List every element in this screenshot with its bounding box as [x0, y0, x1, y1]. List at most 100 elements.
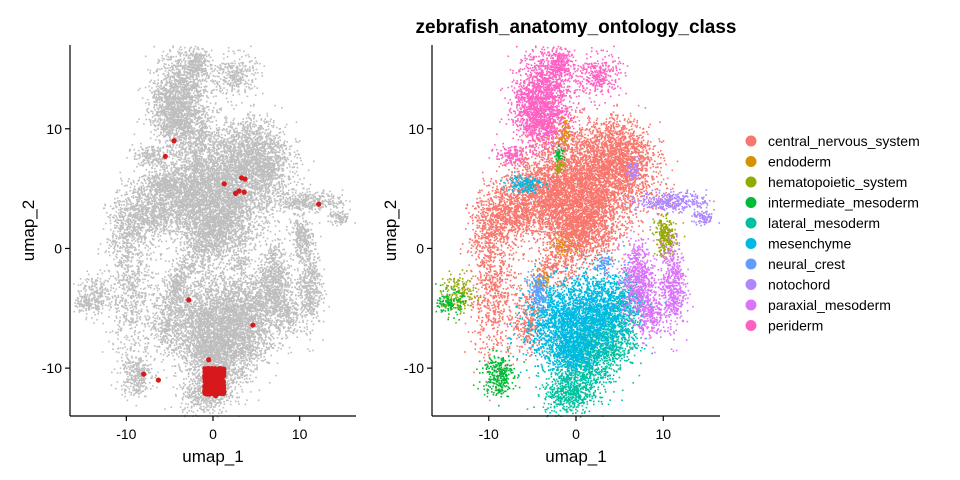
data-point	[150, 158, 152, 160]
data-point	[264, 122, 266, 124]
data-point	[201, 196, 203, 198]
data-point	[212, 79, 214, 81]
data-point	[237, 50, 239, 52]
data-point	[254, 114, 256, 116]
data-point	[168, 70, 170, 72]
data-point	[286, 197, 288, 199]
data-point	[193, 135, 195, 137]
data-point	[199, 107, 201, 109]
data-point	[252, 115, 254, 117]
data-point	[175, 118, 177, 120]
data-point	[201, 134, 203, 136]
data-point	[199, 254, 201, 256]
data-point	[261, 209, 263, 211]
data-point	[159, 102, 161, 104]
data-point	[163, 79, 165, 81]
data-point	[254, 126, 256, 128]
data-point	[152, 161, 154, 163]
data-point	[247, 206, 249, 208]
data-point	[193, 107, 195, 109]
data-point	[219, 73, 221, 75]
data-point	[242, 121, 244, 123]
data-point	[161, 129, 163, 131]
data-point	[160, 106, 162, 108]
data-point	[175, 112, 177, 114]
data-point	[201, 61, 203, 63]
data-point	[252, 221, 254, 223]
data-point	[148, 157, 150, 159]
data-point	[257, 72, 259, 74]
data-point	[149, 146, 151, 148]
data-point	[162, 60, 164, 62]
data-point	[169, 49, 171, 51]
data-point	[176, 131, 178, 133]
data-point	[163, 101, 165, 103]
data-point	[189, 98, 191, 100]
data-point	[191, 67, 193, 69]
data-point	[200, 87, 202, 89]
data-point	[154, 152, 156, 154]
data-point	[145, 162, 147, 164]
data-point	[182, 68, 184, 70]
data-point	[251, 80, 253, 82]
data-point	[267, 125, 269, 127]
data-point	[279, 210, 281, 212]
data-point	[175, 60, 177, 62]
data-point	[178, 157, 180, 159]
data-point	[165, 128, 167, 130]
data-point	[181, 161, 183, 163]
data-point	[169, 79, 171, 81]
data-point	[185, 128, 187, 130]
data-point	[292, 171, 294, 173]
data-point	[255, 72, 257, 74]
data-point	[186, 68, 188, 70]
data-point	[166, 111, 168, 113]
data-point	[249, 62, 251, 64]
data-point	[163, 87, 165, 89]
data-point	[242, 63, 244, 65]
data-point	[171, 93, 173, 95]
data-point	[198, 61, 200, 63]
data-point	[207, 65, 209, 67]
data-point	[195, 95, 197, 97]
data-point	[158, 91, 160, 93]
data-point	[250, 46, 252, 48]
data-point	[178, 70, 180, 72]
data-point	[175, 87, 177, 89]
data-point	[171, 72, 173, 74]
data-point	[192, 54, 194, 56]
data-point	[148, 86, 150, 88]
data-point	[227, 68, 229, 70]
data-point	[158, 150, 160, 152]
data-point	[180, 150, 182, 152]
data-point	[219, 90, 221, 92]
data-point	[234, 81, 236, 83]
data-point	[190, 60, 192, 62]
data-point	[167, 89, 169, 91]
data-point	[195, 113, 197, 115]
data-point	[197, 71, 199, 73]
data-point	[184, 86, 186, 88]
data-point	[223, 87, 225, 89]
data-point	[232, 77, 234, 79]
data-point	[198, 140, 200, 142]
data-point	[167, 151, 169, 153]
data-point	[255, 57, 257, 59]
data-point	[212, 121, 214, 123]
data-point	[193, 74, 195, 76]
data-point	[195, 105, 197, 107]
data-point	[197, 117, 199, 119]
data-point	[217, 70, 219, 72]
data-point	[176, 127, 178, 129]
data-point	[175, 90, 177, 92]
data-point	[190, 75, 192, 77]
data-point	[290, 178, 292, 180]
data-point	[169, 95, 171, 97]
data-point	[175, 56, 177, 58]
data-point	[148, 104, 150, 106]
data-point	[212, 164, 214, 166]
data-point	[274, 204, 276, 206]
data-point	[220, 87, 222, 89]
data-point	[190, 151, 192, 153]
data-point	[190, 132, 192, 134]
